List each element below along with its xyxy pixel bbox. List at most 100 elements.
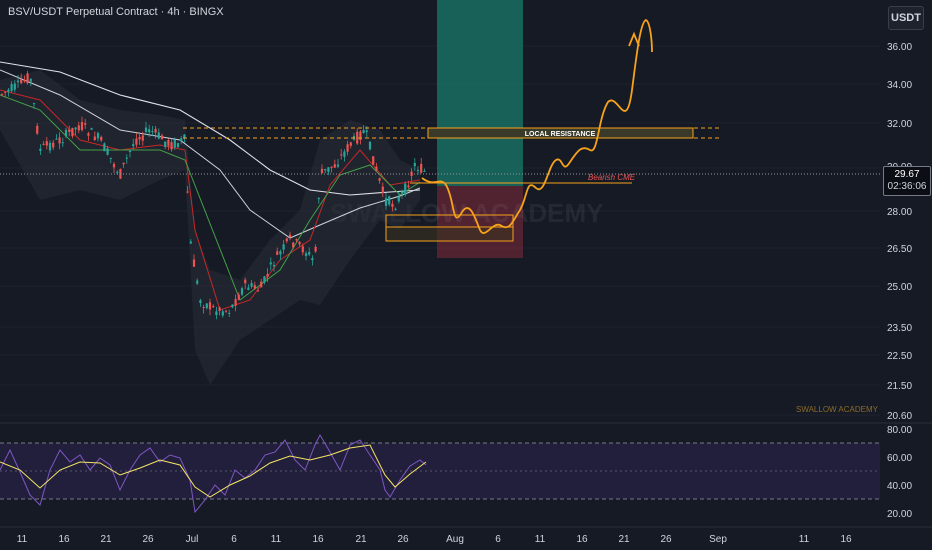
candle-body xyxy=(77,125,80,131)
candle-body xyxy=(301,246,304,253)
candle-body xyxy=(237,294,240,300)
currency-button[interactable]: USDT xyxy=(888,6,924,30)
candle-body xyxy=(138,136,141,140)
candle-body xyxy=(308,252,311,255)
candle-body xyxy=(189,241,192,244)
rsi-pane[interactable] xyxy=(0,433,880,514)
candle-body xyxy=(388,196,391,205)
candle-body xyxy=(336,164,340,167)
candle-body xyxy=(160,135,164,140)
candle-body xyxy=(413,163,416,167)
candle-body xyxy=(317,198,320,200)
candle-body xyxy=(221,311,224,316)
candle-body xyxy=(116,171,119,173)
price-tick: 21.50 xyxy=(887,381,912,392)
candle-body xyxy=(298,241,301,245)
candle-body xyxy=(224,310,228,312)
candle-body xyxy=(397,196,400,202)
candle-body xyxy=(176,143,180,148)
candle-body xyxy=(356,131,359,144)
time-tick: 26 xyxy=(142,534,154,545)
ma-mid-line xyxy=(0,69,421,239)
candle-body xyxy=(192,259,196,267)
candle-body xyxy=(103,143,106,152)
time-tick: 6 xyxy=(495,534,501,545)
candle-body xyxy=(128,150,132,153)
candle-body xyxy=(20,79,23,84)
candle-body xyxy=(106,148,109,155)
time-tick: 6 xyxy=(231,534,237,545)
local-resistance-box[interactable] xyxy=(427,127,694,139)
time-tick: 21 xyxy=(100,534,112,545)
rsi-tick: 40.00 xyxy=(887,481,912,492)
candle-body xyxy=(346,144,349,152)
candle-body xyxy=(372,156,375,165)
time-tick: 11 xyxy=(271,534,282,545)
price-tick: 28.00 xyxy=(887,207,912,218)
price-tick: 34.00 xyxy=(887,80,912,91)
time-tick: 16 xyxy=(312,534,324,545)
candle-body xyxy=(196,280,199,284)
current-price-value: 29.67 xyxy=(894,169,920,180)
candle-body xyxy=(282,244,285,250)
candle-body xyxy=(266,273,269,277)
symbol-title[interactable]: BSV/USDT Perpetual Contract · 4h · BINGX xyxy=(8,6,224,18)
candle-body xyxy=(384,198,388,206)
candle-body xyxy=(285,238,288,242)
candle-body xyxy=(394,208,397,210)
price-tick: 36.00 xyxy=(887,42,912,53)
time-tick: 11 xyxy=(535,534,546,545)
candle-body xyxy=(141,135,144,141)
current-price-tag: 29.67 02:36:06 xyxy=(883,166,931,196)
candle-body xyxy=(256,290,260,292)
arrow-up-icon xyxy=(628,31,640,47)
candle-body xyxy=(45,141,48,146)
candle-body xyxy=(202,307,205,309)
candle-body xyxy=(231,304,234,308)
time-axis[interactable]: 11 16 21 26 Jul 6 11 16 21 26 Aug 6 11 1… xyxy=(17,534,852,545)
time-tick: 11 xyxy=(799,534,810,545)
time-tick: 11 xyxy=(17,534,28,545)
candle-body xyxy=(26,73,29,84)
candle-body xyxy=(330,166,333,168)
candle-body xyxy=(122,162,125,165)
time-tick: 16 xyxy=(576,534,588,545)
candle-body xyxy=(311,258,314,261)
rsi-tick: 20.00 xyxy=(887,509,912,520)
candle-body xyxy=(58,137,61,144)
candle-body xyxy=(4,91,7,93)
candle-body xyxy=(400,191,404,194)
candle-body xyxy=(263,276,266,283)
candle-body xyxy=(244,279,247,284)
candle-body xyxy=(375,166,378,171)
candle-body xyxy=(240,288,244,295)
candle-body xyxy=(148,129,151,133)
price-tick: 26.50 xyxy=(887,244,912,255)
candle-body xyxy=(340,154,343,156)
candle-body xyxy=(250,283,253,287)
candle-body xyxy=(16,80,20,83)
candle-body xyxy=(170,142,173,150)
price-axis[interactable]: 36.00 34.00 32.00 30.00 28.00 26.50 25.0… xyxy=(887,42,912,520)
time-tick: 26 xyxy=(397,534,409,545)
candle-body xyxy=(42,143,45,145)
candle-body xyxy=(260,281,263,288)
candle-body xyxy=(365,130,368,132)
candle-body xyxy=(68,129,71,132)
price-tick: 23.50 xyxy=(887,323,912,334)
candle-body xyxy=(157,132,160,139)
candle-body xyxy=(151,131,154,133)
support-box-lower[interactable] xyxy=(385,226,514,242)
candle-body xyxy=(420,163,423,173)
candles xyxy=(0,70,426,320)
candle-body xyxy=(10,84,13,92)
price-tick: 20.60 xyxy=(887,411,912,422)
candle-body xyxy=(52,142,55,148)
candle-body xyxy=(288,234,292,238)
candle-body xyxy=(64,129,68,137)
long-target-zone[interactable] xyxy=(437,0,523,186)
watermark-small: SWALLOW ACADEMY xyxy=(796,405,879,414)
candle-body xyxy=(378,178,381,181)
